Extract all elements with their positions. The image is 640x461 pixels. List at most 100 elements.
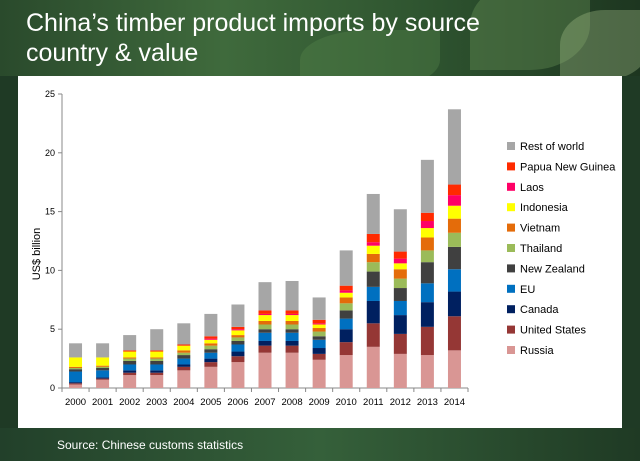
leaf-decoration [470, 0, 590, 70]
bar-segment [420, 283, 434, 303]
bar-segment [123, 360, 137, 365]
bar-segment [258, 320, 272, 325]
bar-segment [123, 350, 137, 352]
bar-segment [231, 330, 245, 336]
bar-segment [447, 269, 461, 292]
bar-segment [204, 345, 218, 350]
bar-segment [420, 355, 434, 388]
bar-segment [96, 379, 110, 388]
legend-label: Canada [520, 304, 559, 316]
page-title-line: China’s timber product imports by source [26, 9, 480, 37]
bar-segment [366, 233, 380, 243]
bar-segment [177, 358, 191, 365]
legend-swatch [507, 264, 515, 273]
x-tick-label: 2000 [65, 397, 86, 408]
bar-segment [231, 340, 245, 345]
bar-segment [96, 370, 110, 378]
x-tick-label: 2003 [146, 397, 167, 408]
page-title: China’s timber product imports by source… [26, 8, 586, 68]
bar-segment [204, 352, 218, 359]
bar-segment [96, 357, 110, 366]
bar-segment [366, 193, 380, 234]
x-tick-label: 2001 [92, 397, 113, 408]
bar-segment [285, 345, 299, 353]
y-tick-label: 5 [50, 324, 55, 334]
bar-segment [339, 297, 353, 304]
bar-segment [285, 329, 299, 333]
bar-segment [177, 345, 191, 351]
bar-segment [96, 368, 110, 371]
bar-segment [393, 251, 407, 259]
bar-segment [231, 335, 245, 338]
bar-segment [231, 362, 245, 388]
bar-segment [258, 340, 272, 346]
bar-segment [123, 357, 137, 359]
bar-segment [339, 285, 353, 291]
bar-segment [150, 375, 164, 388]
bar-segment [123, 351, 137, 358]
bar-segment [150, 329, 164, 351]
bar-segment [96, 366, 110, 369]
chart-legend: Rest of world Papua New Guinea Laos Indones… [507, 141, 616, 357]
leaf-decoration [300, 30, 440, 76]
bar-series-group [69, 109, 461, 388]
bar-segment [285, 324, 299, 330]
x-tick-label: 2004 [173, 397, 194, 408]
bar-segment [393, 353, 407, 388]
bar-segment [204, 338, 218, 340]
bar-segment [339, 318, 353, 330]
legend-swatch [507, 223, 515, 232]
bar-segment [447, 316, 461, 351]
y-axis: 0 5 10 15 20 25 [45, 89, 63, 393]
legend-label: Indonesia [520, 202, 569, 214]
bar-segment [285, 313, 299, 316]
x-tick-label: 2010 [336, 397, 357, 408]
bar-segment [285, 310, 299, 314]
bar-segment [123, 372, 137, 376]
bar-segment [231, 337, 245, 341]
bar-segment [69, 357, 83, 367]
bar-segment [231, 326, 245, 330]
bar-segment [285, 280, 299, 311]
bar-segment [123, 358, 137, 361]
legend-swatch [507, 284, 515, 293]
bar-segment [285, 332, 299, 341]
x-tick-label: 2008 [281, 397, 302, 408]
bar-segment [258, 313, 272, 316]
bar-segment [177, 344, 191, 346]
bar-segment [204, 358, 218, 363]
leaf-decoration [560, 10, 640, 76]
bar-segment [258, 310, 272, 314]
bar-segment [258, 315, 272, 321]
bar-segment [177, 364, 191, 367]
x-tick-label: 2012 [390, 397, 411, 408]
bar-segment [447, 291, 461, 317]
bar-segment [366, 346, 380, 388]
bar-segment [285, 352, 299, 388]
legend-swatch [507, 182, 515, 191]
bar-segment [420, 302, 434, 327]
legend-label: Russia [520, 345, 555, 357]
x-tick-label: 2009 [309, 397, 330, 408]
bar-segment [366, 271, 380, 287]
bar-segment [366, 245, 380, 254]
bar-segment [285, 340, 299, 346]
y-tick-label: 15 [45, 207, 55, 217]
bar-segment [204, 349, 218, 353]
bar-segment [96, 365, 110, 367]
bar-segment [177, 355, 191, 359]
bar-segment [150, 357, 164, 359]
bar-segment [393, 315, 407, 334]
bar-segment [366, 286, 380, 301]
bar-segment [258, 332, 272, 341]
bar-segment [204, 366, 218, 388]
y-tick-label: 10 [45, 265, 55, 275]
bar-segment [258, 282, 272, 311]
bar-segment [420, 212, 434, 222]
legend-swatch [507, 325, 515, 334]
bar-segment [447, 246, 461, 270]
bar-segment [312, 353, 326, 360]
legend-label: Thailand [520, 243, 562, 255]
bar-segment [312, 324, 326, 329]
